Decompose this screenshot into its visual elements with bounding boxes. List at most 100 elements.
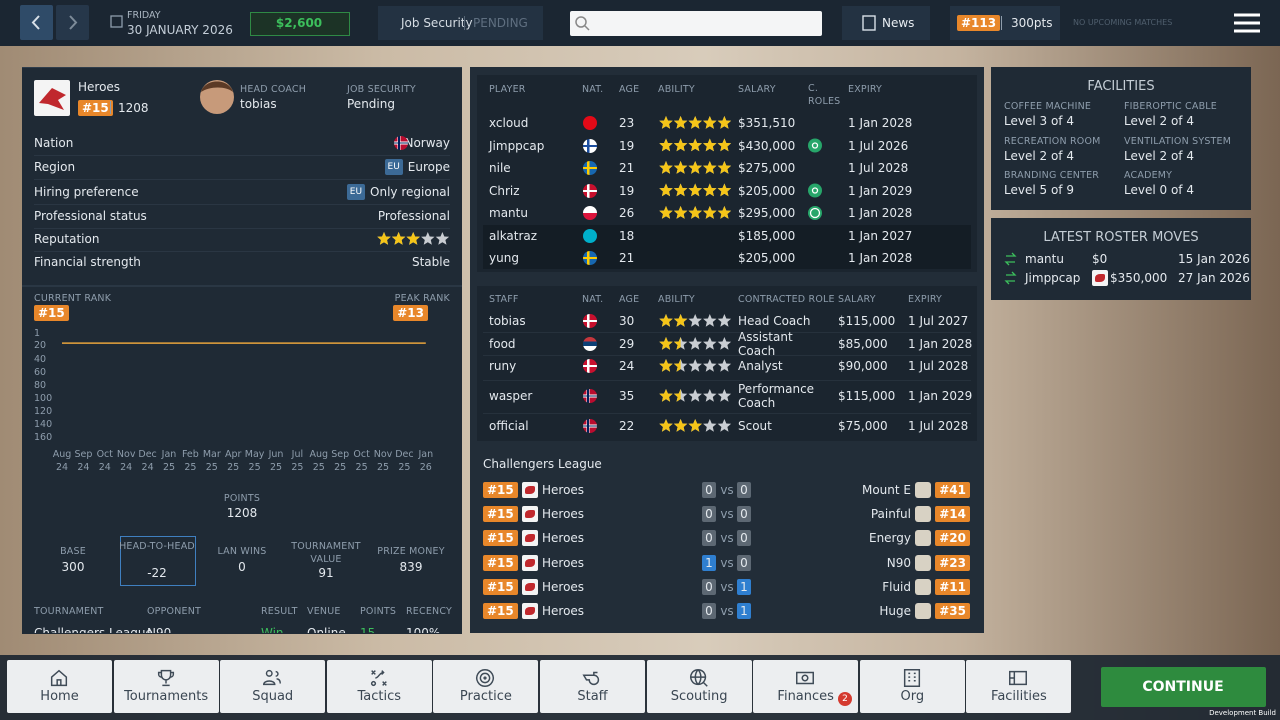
nav-button[interactable] <box>540 660 645 713</box>
nav-button[interactable] <box>966 660 1072 713</box>
stat-value: -22 <box>147 566 167 580</box>
nav-button[interactable] <box>646 660 752 713</box>
star-full <box>703 161 717 174</box>
players-column: NAT. <box>582 84 604 95</box>
player-name: mantu <box>489 206 528 220</box>
nav-label: Facilities <box>991 689 1047 704</box>
coach-name: tobias <box>240 97 277 111</box>
nav-button[interactable] <box>220 660 326 713</box>
x-tick-label: Dec 25 <box>395 449 414 473</box>
players-column: SALARY <box>738 84 776 95</box>
star-empty <box>421 232 435 245</box>
history-column: OPPONENT <box>147 606 202 617</box>
staff-table-bg <box>477 286 977 441</box>
player-age: 19 <box>619 183 635 198</box>
nav-icon-path <box>796 671 815 685</box>
staff-name: tobias <box>489 314 526 328</box>
team-logo <box>522 482 538 498</box>
staff-age: 24 <box>619 359 635 373</box>
player-expiry: 1 Jan 2028 <box>848 206 913 220</box>
nav-icon-path <box>370 670 387 686</box>
star-rating <box>659 161 732 174</box>
staff-name: runy <box>489 359 517 373</box>
nav-button[interactable] <box>7 660 112 713</box>
news-button[interactable] <box>842 6 930 40</box>
notification-badge <box>838 692 852 706</box>
player-expiry: 1 Jan 2028 <box>848 251 913 265</box>
peak-rank: #13 <box>393 305 428 321</box>
search-icon <box>575 16 587 28</box>
player-name: xcloud <box>489 116 529 130</box>
stat-value: 0 <box>238 560 246 574</box>
opponent-logo <box>915 482 931 498</box>
star-empty <box>703 314 717 327</box>
roster-date: 15 Jan 2026 <box>1178 252 1250 266</box>
separator <box>1001 16 1002 30</box>
nav-icon-path <box>157 669 174 687</box>
opponent-rank: #20 <box>935 530 970 547</box>
stat-label: PRIZE MONEY <box>377 546 445 557</box>
history-cell: N90 <box>147 626 172 633</box>
transfer-icon <box>1004 271 1017 285</box>
roster-player: Jimppcap <box>1025 271 1081 285</box>
staff-column: AGE <box>619 294 640 305</box>
back-icon <box>31 15 40 30</box>
star-rating <box>659 206 732 219</box>
job-security-status: PENDING <box>473 16 528 30</box>
player-age: 21 <box>619 161 635 175</box>
history-cell: Online <box>307 626 346 633</box>
x-tick-label: Nov 24 <box>116 449 136 473</box>
opponent-name: Painful <box>870 507 911 522</box>
search-box[interactable] <box>570 11 822 36</box>
nav-icon-path <box>476 669 495 687</box>
menu-icon[interactable] <box>1234 13 1260 33</box>
info-value: Only regional <box>370 185 450 199</box>
team-logo-mark <box>39 88 66 110</box>
x-tick-label: Jul 25 <box>291 449 304 473</box>
opponent-rank: #41 <box>935 482 970 498</box>
star-empty <box>688 337 702 350</box>
forward-button[interactable] <box>56 5 89 40</box>
row-divider <box>483 355 971 356</box>
opponent-name: Energy <box>868 531 911 546</box>
role-icon <box>808 183 822 198</box>
player-name: Jimppcap <box>489 138 545 153</box>
versus: vs <box>720 507 734 522</box>
facility-level: Level 2 of 4 <box>1124 114 1194 128</box>
nav-icon <box>1009 670 1028 686</box>
star-empty <box>717 314 732 327</box>
team-logo <box>522 554 538 571</box>
staff-name: food <box>489 337 516 351</box>
staff-salary: $90,000 <box>838 359 888 373</box>
job-security-box[interactable] <box>378 6 543 40</box>
staff-age: 30 <box>619 314 635 328</box>
staff-name: official <box>489 419 529 433</box>
x-tick-label: Sep 25 <box>331 449 350 473</box>
nav-button[interactable] <box>113 660 219 713</box>
flag <box>583 183 597 198</box>
staff-column: EXPIRY <box>908 294 943 305</box>
back-button[interactable] <box>20 5 53 40</box>
star-full <box>703 206 717 219</box>
transfer-icon <box>1004 252 1017 266</box>
player-salary: $295,000 <box>738 206 796 220</box>
continue-button[interactable] <box>1101 667 1266 707</box>
info-value: Stable <box>411 255 450 269</box>
score: 0 <box>737 554 751 571</box>
star-empty <box>688 314 702 327</box>
nav-icon <box>582 671 600 686</box>
facility-name: BRANDING CENTER <box>1004 170 1100 181</box>
flag <box>583 337 597 351</box>
x-tick-label: Dec 24 <box>138 449 157 473</box>
nav-icon <box>903 669 920 687</box>
info-label: Region <box>34 160 76 174</box>
versus: vs <box>720 579 734 594</box>
versus: vs <box>720 604 734 618</box>
star-full <box>406 232 420 245</box>
nav-icon-path <box>50 669 68 687</box>
row-divider <box>483 332 971 333</box>
nav-icon <box>157 669 174 687</box>
versus: vs <box>720 483 734 497</box>
nav-button[interactable] <box>326 660 432 713</box>
star-full <box>717 138 732 152</box>
